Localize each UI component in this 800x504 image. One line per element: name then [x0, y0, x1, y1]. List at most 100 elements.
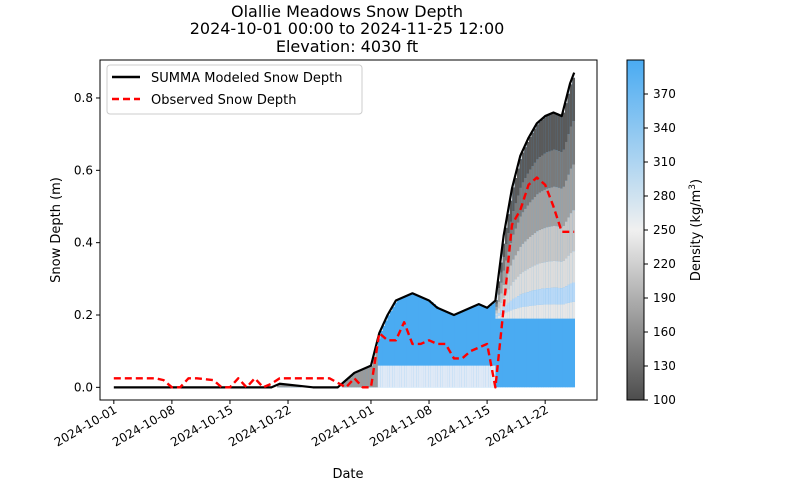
density-fill-layer [277, 77, 576, 388]
colorbar-tick-label: 280 [653, 189, 676, 203]
density-cell [565, 286, 568, 304]
density-cell [572, 121, 576, 165]
x-tick-label: 2024-11-01 [309, 402, 376, 449]
density-cell [531, 305, 535, 319]
density-cell [548, 114, 552, 152]
density-cell [562, 260, 566, 288]
density-cell [514, 297, 518, 309]
density-cell [557, 226, 561, 262]
density-column [418, 295, 422, 388]
density-cell [567, 134, 571, 175]
colorbar-tick-label: 250 [653, 223, 676, 237]
density-cell [385, 365, 388, 388]
density-cell [557, 304, 561, 319]
colorbar-tick-label: 370 [653, 87, 676, 101]
density-cell [452, 365, 456, 388]
density-cell [500, 302, 504, 311]
density-cell [507, 289, 511, 303]
density-cell [533, 128, 537, 163]
density-cell [423, 365, 427, 388]
chart-title-line-2: 2024-10-01 00:00 to 2024-11-25 12:00 [190, 19, 505, 38]
density-column [445, 311, 448, 388]
density-cell [495, 317, 499, 319]
density-cell [565, 303, 568, 319]
density-cell [505, 227, 508, 245]
density-cell [529, 169, 532, 203]
density-cell [502, 257, 506, 271]
density-cell [548, 151, 552, 189]
density-column [394, 302, 398, 388]
density-column [466, 309, 470, 388]
density-column [457, 313, 460, 388]
density-cell [569, 84, 573, 127]
density-column [385, 320, 388, 388]
density-cell [495, 315, 499, 318]
density-column [389, 311, 393, 388]
density-cell [567, 93, 571, 135]
density-cell [389, 365, 393, 388]
density-column [454, 314, 458, 388]
density-cell [536, 194, 540, 232]
density-cell [543, 189, 547, 229]
density-cell [548, 188, 552, 227]
density-cell [289, 384, 292, 388]
x-tick-label: 2024-10-01 [52, 402, 119, 449]
density-cell [545, 288, 549, 305]
density-cell [413, 365, 417, 388]
density-cell [512, 298, 516, 310]
density-cell [545, 188, 549, 228]
density-cell [533, 305, 537, 319]
density-column [488, 306, 492, 388]
density-cell [526, 239, 530, 270]
density-cell [505, 293, 508, 305]
x-tick-label: 2024-10-08 [110, 402, 177, 449]
density-cell [394, 365, 398, 388]
density-column [493, 302, 496, 388]
density-cell [521, 272, 525, 294]
density-column [471, 307, 475, 388]
y-axis-label: Snow Depth (m) [49, 177, 64, 283]
density-cell [569, 253, 573, 284]
density-cell [567, 302, 571, 319]
y-tick-label: 0.6 [74, 163, 93, 177]
density-cell [421, 365, 424, 388]
density-cell [543, 262, 547, 289]
density-cell [517, 276, 520, 297]
density-cell [517, 168, 520, 196]
density-cell [509, 221, 513, 244]
density-column [401, 297, 405, 388]
density-cell [541, 155, 544, 192]
density-cell [457, 365, 460, 388]
density-cell [404, 365, 408, 388]
density-cell [555, 187, 559, 227]
density-cell [526, 173, 530, 206]
density-cell [517, 251, 520, 277]
density-column [440, 309, 444, 388]
y-tick-label: 0.2 [74, 308, 93, 322]
density-cell [560, 151, 564, 189]
density-cell [572, 301, 576, 319]
density-cell [543, 117, 547, 154]
density-cell [497, 281, 501, 289]
density-cell [502, 270, 506, 285]
density-cell [461, 365, 465, 388]
density-cell [351, 375, 355, 388]
density-cell [524, 270, 528, 293]
density-cell [505, 312, 508, 319]
density-cell [519, 246, 523, 274]
density-cell [545, 304, 549, 319]
density-column [485, 307, 489, 388]
density-cell [497, 294, 501, 302]
density-cell [533, 197, 537, 234]
density-cell [514, 308, 518, 319]
density-cell [524, 208, 528, 242]
density-cell [560, 261, 564, 289]
density-cell [562, 225, 566, 261]
density-cell [543, 288, 547, 305]
colorbar-tick-label: 190 [653, 291, 676, 305]
density-cell [572, 164, 576, 211]
density-cell [550, 226, 554, 262]
colorbar [626, 59, 645, 401]
